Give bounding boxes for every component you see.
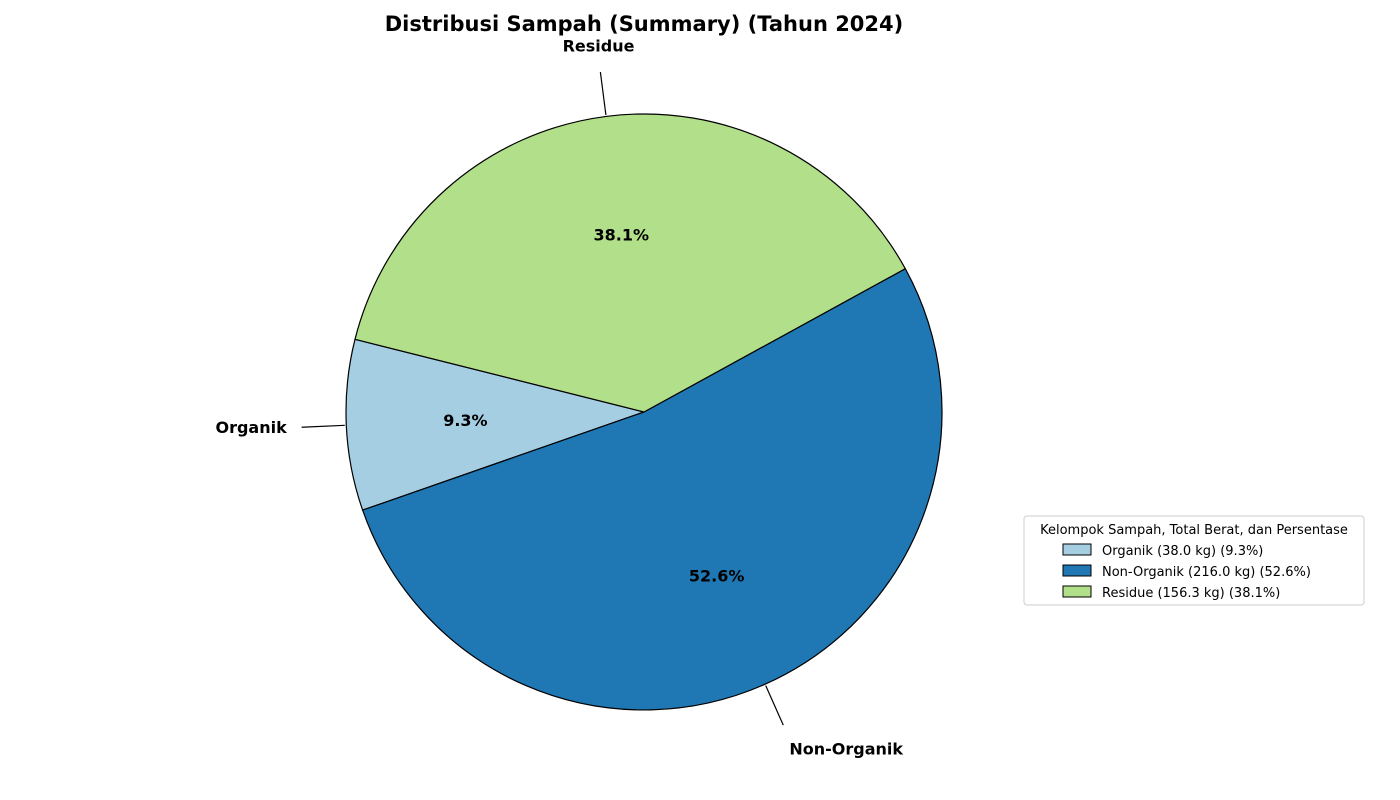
legend-entries: Organik (38.0 kg) (9.3%) Non-Organik (216… xyxy=(1062,543,1311,601)
leader-line-residue xyxy=(599,72,607,116)
legend-swatch-residue xyxy=(1062,585,1092,598)
legend-swatch-non-organik xyxy=(1062,564,1092,577)
percent-label-non-organik: 52.6% xyxy=(689,566,745,585)
leader-line-non-organik xyxy=(765,685,784,726)
legend-entry-organik: Organik (38.0 kg) (9.3%) xyxy=(1102,544,1263,559)
category-label-organik: Organik xyxy=(215,418,287,437)
chart-title: Distribusi Sampah (Summary) (Tahun 2024) xyxy=(385,12,904,36)
percent-labels: 9.3% 52.6% 38.1% xyxy=(443,226,744,586)
legend-frame xyxy=(1023,515,1365,606)
pie-slice-organik xyxy=(345,338,645,511)
percent-label-organik: 9.3% xyxy=(443,411,487,430)
leader-lines xyxy=(301,72,784,726)
pie-slice-non-organik xyxy=(362,268,943,711)
leader-line-organik xyxy=(301,424,345,428)
category-label-non-organik: Non-Organik xyxy=(789,740,903,759)
pie-slices xyxy=(345,113,943,711)
legend-entry-non-organik: Non-Organik (216.0 kg) (52.6%) xyxy=(1102,565,1311,580)
percent-label-residue: 38.1% xyxy=(593,226,649,245)
category-label-residue: Residue xyxy=(563,36,635,55)
category-labels: Organik Non-Organik Residue xyxy=(215,36,903,758)
legend: Kelompok Sampah, Total Berat, dan Persen… xyxy=(1023,515,1365,606)
legend-swatch-organik xyxy=(1062,543,1092,556)
legend-entry-residue: Residue (156.3 kg) (38.1%) xyxy=(1102,586,1280,601)
legend-title: Kelompok Sampah, Total Berat, dan Persen… xyxy=(1040,523,1348,538)
pie-slice-residue xyxy=(354,113,906,413)
